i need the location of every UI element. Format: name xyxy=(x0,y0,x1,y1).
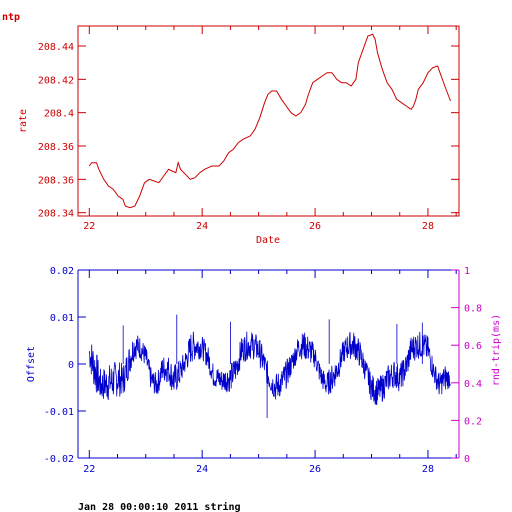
offset-x-tick-label: 28 xyxy=(422,464,434,475)
roundtrip-y-tick-label: 1 xyxy=(464,266,470,277)
header-label: ntp xyxy=(2,12,20,23)
rate-y-tick-label: 208.42 xyxy=(38,75,74,86)
roundtrip-y-tick-label: 0.6 xyxy=(464,341,482,352)
roundtrip-y-tick-label: 0.4 xyxy=(464,379,482,390)
offset-y-tick-label: -0.02 xyxy=(44,454,74,465)
offset-y-axis: -0.02 -0.01 0 0.01 0.02 xyxy=(44,266,86,465)
roundtrip-y-tick-label: 0.2 xyxy=(464,416,482,427)
offset-x-tick-label: 26 xyxy=(309,464,321,475)
offset-series-line xyxy=(88,331,451,405)
rate-y-tick-label: 208.34 xyxy=(38,209,74,220)
roundtrip-y-tick-label: 0.8 xyxy=(464,304,482,315)
offset-y-tick-label: 0.01 xyxy=(50,313,74,324)
rate-y-tick-label: 208.36 xyxy=(38,142,74,153)
roundtrip-y-axis: 0 0.2 0.4 0.6 0.8 1 xyxy=(451,266,482,465)
footer-timestamp: Jan 28 00:00:10 2011 string xyxy=(78,501,241,512)
roundtrip-y-tick-label: 0 xyxy=(464,454,470,465)
rate-x-tick-label: 26 xyxy=(309,221,321,232)
rate-plot-frame xyxy=(77,25,460,217)
rate-y-axis: 208.34 208.36 208.36 208.4 208.42 208.44 xyxy=(38,42,459,220)
rate-x-tick-label: 28 xyxy=(422,221,434,232)
offset-x-tick-label: 24 xyxy=(196,464,208,475)
rate-y-tick-label: 208.44 xyxy=(38,42,74,53)
rate-x-tick-label: 24 xyxy=(196,221,208,232)
offset-series xyxy=(88,314,451,419)
rate-x-axis: 22 24 26 28 xyxy=(83,26,457,232)
rate-y-tick-label: 208.4 xyxy=(44,109,74,120)
offset-y-tick-label: -0.01 xyxy=(44,407,74,418)
rate-x-tick-label: 22 xyxy=(83,221,95,232)
offset-x-tick-label: 22 xyxy=(83,464,95,475)
roundtrip-y-axis-label: rnd-trip(ms) xyxy=(491,314,502,386)
offset-x-axis: 22 24 26 28 xyxy=(83,270,457,475)
offset-y-axis-label: Offset xyxy=(26,346,37,382)
rate-y-tick-label: 208.36 xyxy=(38,175,74,186)
offset-y-tick-label: 0 xyxy=(68,360,74,371)
rate-x-axis-label: Date xyxy=(256,235,280,246)
offset-y-tick-label: 0.02 xyxy=(50,266,74,277)
rate-y-axis-label: rate xyxy=(18,109,29,133)
rate-chart: 208.34 208.36 208.36 208.4 208.42 208.44 22 24… xyxy=(18,25,460,246)
rate-series-line xyxy=(88,33,451,209)
